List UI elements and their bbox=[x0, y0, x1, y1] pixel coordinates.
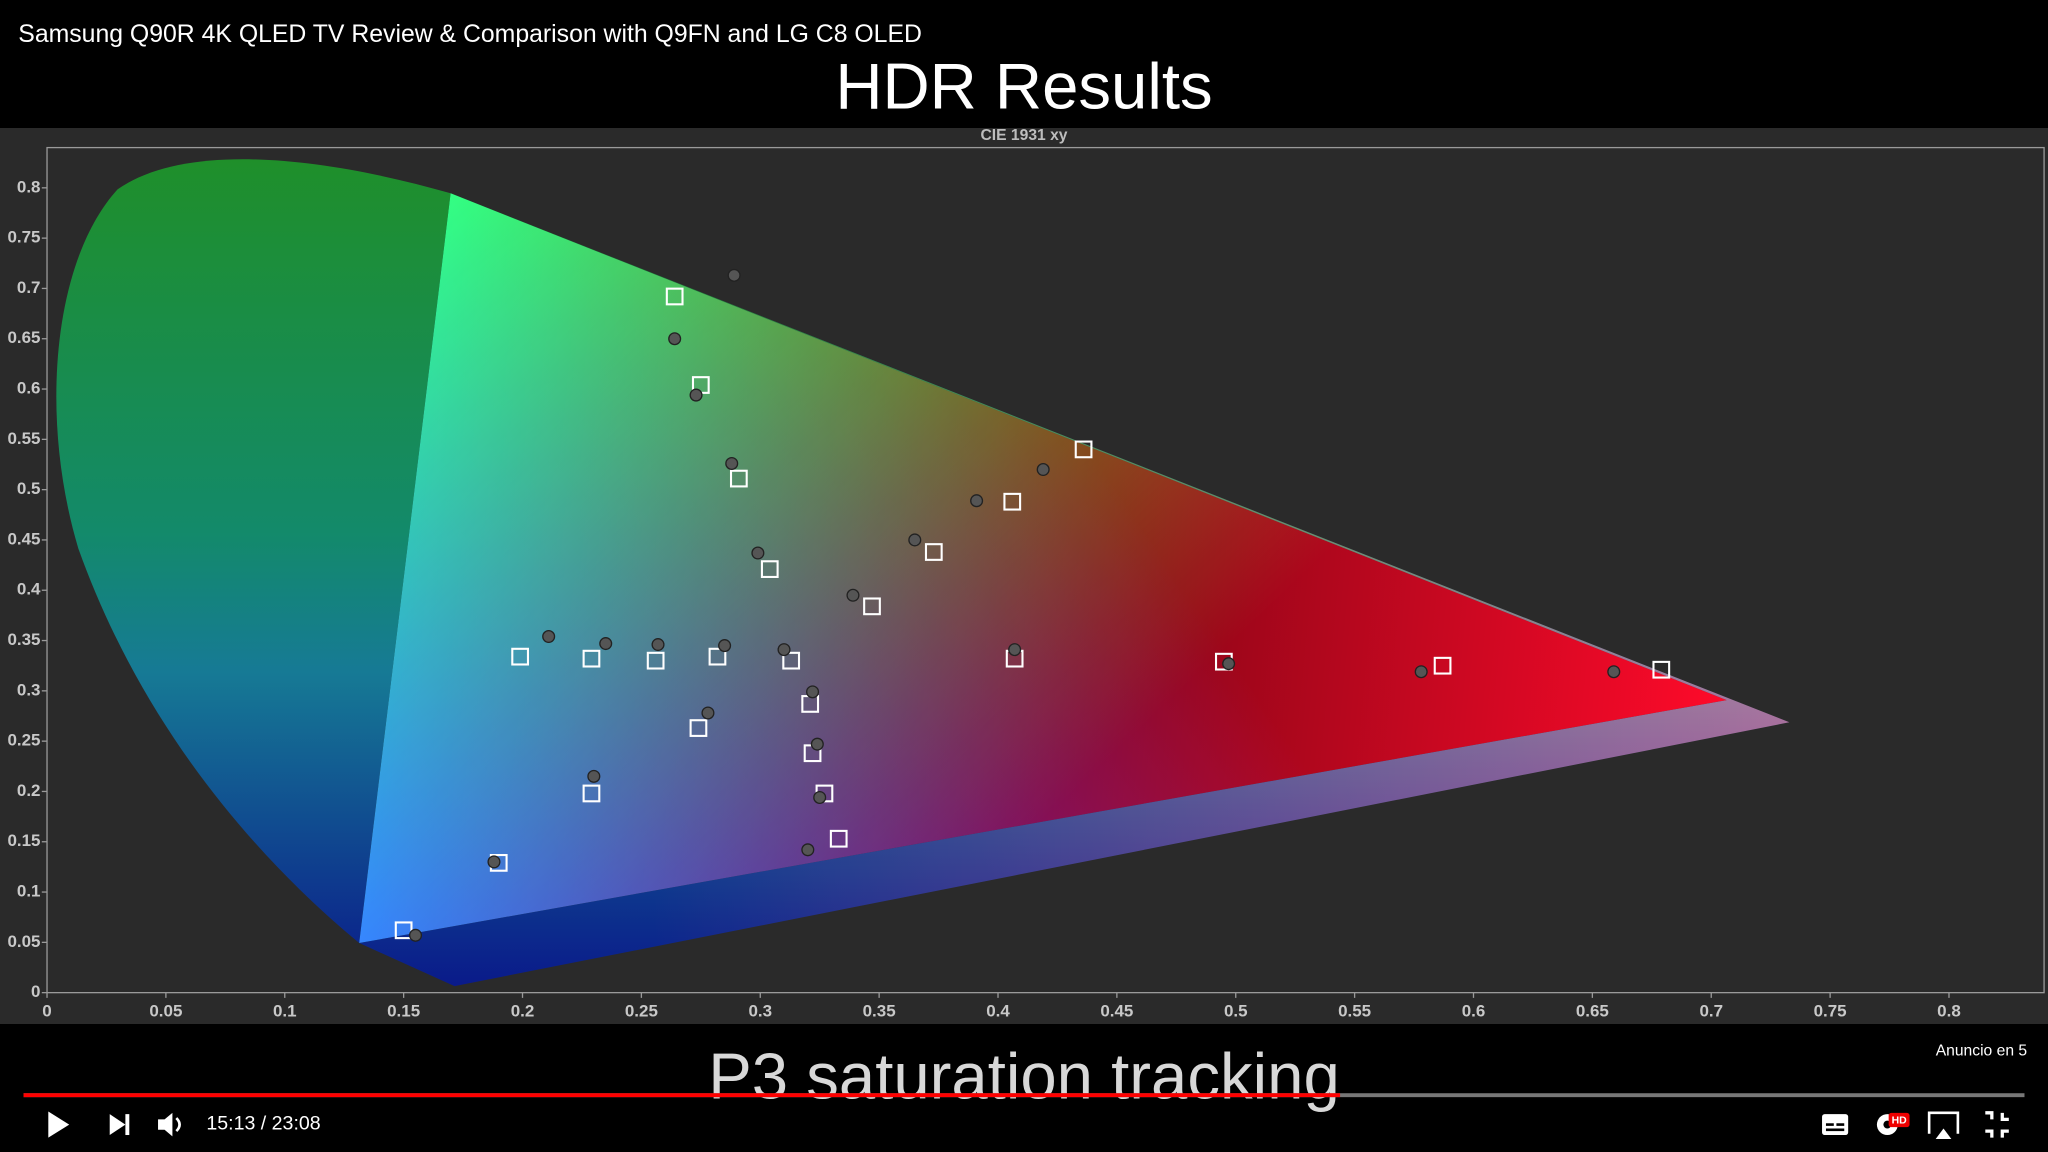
measured-point bbox=[408, 928, 423, 942]
y-tick-label: 0.3 bbox=[17, 680, 41, 699]
measured-point bbox=[1222, 657, 1236, 671]
measured-point bbox=[651, 638, 665, 652]
exit-fullscreen-button[interactable] bbox=[1985, 1111, 2009, 1138]
target-point bbox=[582, 784, 601, 803]
chart-title: CIE 1931 xy bbox=[980, 127, 1067, 144]
video-title: Samsung Q90R 4K QLED TV Review & Compari… bbox=[18, 21, 922, 48]
y-tick-label: 0.25 bbox=[7, 731, 40, 750]
target-point bbox=[646, 651, 665, 670]
target-point bbox=[1652, 660, 1671, 679]
measured-point bbox=[1607, 665, 1621, 679]
measured-point bbox=[599, 637, 613, 651]
y-tick-label: 0.65 bbox=[7, 328, 40, 347]
x-tick-label: 0.1 bbox=[273, 1002, 297, 1021]
measured-point bbox=[810, 737, 824, 751]
plot-frame bbox=[46, 146, 2045, 994]
play-button[interactable] bbox=[48, 1111, 70, 1138]
y-tick-label: 0.4 bbox=[17, 580, 41, 599]
target-point bbox=[1003, 492, 1022, 511]
measured-point bbox=[542, 629, 556, 644]
x-tick-label: 0.65 bbox=[1576, 1002, 1609, 1021]
measured-point bbox=[846, 588, 860, 602]
x-tick-label: 0.75 bbox=[1814, 1002, 1847, 1021]
target-point bbox=[665, 287, 684, 306]
measured-point bbox=[801, 843, 815, 857]
airplay-button[interactable] bbox=[1927, 1111, 1960, 1139]
measured-point bbox=[813, 790, 827, 805]
y-tick-label: 0.75 bbox=[7, 228, 40, 247]
target-point bbox=[708, 647, 727, 666]
target-point bbox=[689, 719, 708, 737]
x-tick-label: 0.05 bbox=[149, 1002, 182, 1021]
y-tick-label: 0.1 bbox=[17, 882, 41, 901]
x-tick-label: 0.25 bbox=[625, 1002, 658, 1021]
measured-point bbox=[777, 643, 791, 657]
x-tick-label: 0.5 bbox=[1224, 1002, 1248, 1021]
gamut-diagram bbox=[56, 159, 1790, 987]
y-tick-label: 0.35 bbox=[7, 630, 40, 649]
next-button[interactable] bbox=[109, 1114, 130, 1136]
measured-point bbox=[668, 332, 682, 346]
x-tick-label: 0.55 bbox=[1338, 1002, 1371, 1021]
progress-played bbox=[23, 1093, 1341, 1098]
target-point bbox=[511, 647, 530, 666]
x-tick-label: 0 bbox=[42, 1002, 51, 1021]
y-tick-label: 0.7 bbox=[17, 278, 41, 297]
x-tick-label: 0.3 bbox=[748, 1002, 772, 1021]
gamut-blue bbox=[359, 193, 1727, 944]
x-tick-label: 0.7 bbox=[1699, 1002, 1723, 1021]
y-tick-label: 0.2 bbox=[17, 781, 41, 800]
target-point bbox=[829, 829, 848, 848]
measured-point bbox=[587, 769, 601, 783]
x-tick-label: 0.2 bbox=[511, 1002, 535, 1021]
target-point bbox=[1433, 656, 1452, 675]
measured-point bbox=[725, 456, 739, 471]
measured-point bbox=[727, 268, 741, 282]
subtitles-button[interactable] bbox=[1822, 1114, 1849, 1136]
measured-point bbox=[806, 685, 820, 699]
measured-point bbox=[751, 546, 765, 560]
x-tick-label: 0.6 bbox=[1462, 1002, 1486, 1021]
slide-title: HDR Results bbox=[835, 50, 1212, 123]
y-tick-label: 0.6 bbox=[17, 379, 41, 398]
y-tick-label: 0.15 bbox=[7, 831, 40, 850]
y-tick-label: 0.5 bbox=[17, 479, 41, 498]
quality-badge-bg bbox=[1888, 1112, 1910, 1128]
measured-point bbox=[908, 533, 922, 547]
target-point bbox=[760, 560, 779, 578]
target-point bbox=[582, 649, 601, 668]
target-point bbox=[924, 543, 943, 561]
measured-point bbox=[487, 855, 501, 869]
measured-point bbox=[1036, 462, 1050, 477]
x-tick-label: 0.45 bbox=[1100, 1002, 1133, 1021]
plot: 0 0.05 0.1 0.15 0.2 0.25 0.3 0.35 0.4 0.45 0.5 0.55… bbox=[7, 177, 1960, 1020]
x-tick-label: 0.15 bbox=[387, 1002, 420, 1021]
measured-point bbox=[970, 494, 984, 508]
y-tick-label: 0.8 bbox=[17, 177, 41, 196]
measured-point bbox=[718, 639, 732, 653]
time-display: 15:13 / 23:08 bbox=[206, 1113, 320, 1135]
volume-button[interactable] bbox=[158, 1112, 181, 1137]
target-point bbox=[729, 469, 748, 488]
y-tick-label: 0 bbox=[31, 982, 40, 1001]
target-point bbox=[1074, 440, 1093, 459]
slide-caption: P3 saturation tracking bbox=[708, 1040, 1340, 1113]
x-tick-label: 0.8 bbox=[1937, 1002, 1961, 1021]
target-point bbox=[863, 597, 881, 616]
measured-point bbox=[1008, 643, 1022, 657]
measured-point bbox=[701, 706, 715, 720]
quality-badge: HD bbox=[1892, 1115, 1908, 1126]
x-tick-label: 0.4 bbox=[986, 1002, 1010, 1021]
y-tick-label: 0.45 bbox=[7, 529, 40, 548]
ad-notice: Anuncio en 5 bbox=[1936, 1043, 2028, 1060]
measured-point bbox=[1414, 665, 1428, 679]
y-tick-label: 0.55 bbox=[7, 429, 40, 448]
target-point bbox=[782, 651, 801, 670]
y-tick-label: 0.05 bbox=[7, 932, 40, 951]
x-tick-label: 0.35 bbox=[863, 1002, 896, 1021]
measured-point bbox=[689, 388, 703, 402]
